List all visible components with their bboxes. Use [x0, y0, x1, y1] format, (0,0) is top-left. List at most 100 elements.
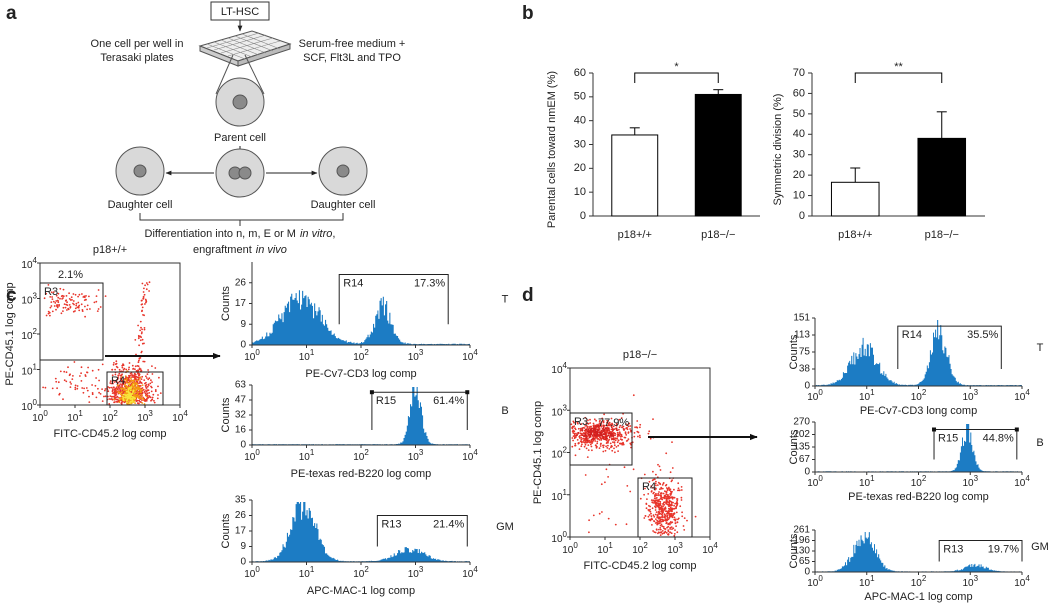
event-dot — [663, 527, 665, 530]
tick-exponent: 1 — [310, 448, 315, 457]
event-dot — [62, 398, 64, 401]
y-tick-label: 63 — [235, 380, 247, 391]
event-dot — [589, 443, 592, 446]
tick-exponent: 0 — [573, 541, 578, 550]
event-dot — [667, 518, 670, 521]
event-dot — [602, 424, 605, 427]
event-dot — [619, 424, 622, 427]
event-dot — [656, 514, 659, 517]
event-dot — [671, 497, 674, 500]
event-dot — [680, 489, 683, 491]
event-dot — [144, 303, 146, 305]
tick-base: 10 — [551, 365, 563, 376]
event-dot — [596, 437, 598, 439]
event-dot — [634, 426, 636, 429]
tick-label: 101 — [21, 363, 37, 378]
event-dot — [612, 425, 615, 428]
event-dot — [580, 436, 583, 439]
event-dot — [658, 528, 660, 531]
event-dot — [587, 428, 590, 431]
event-dot — [664, 528, 667, 530]
event-dot — [664, 515, 667, 517]
event-dot — [133, 374, 136, 377]
event-dot — [661, 511, 663, 513]
event-dot — [72, 310, 75, 313]
event-dot — [663, 508, 666, 511]
event-dot — [663, 513, 666, 515]
event-dot — [93, 301, 96, 304]
event-dot — [150, 379, 152, 382]
event-dot — [595, 446, 598, 449]
event-dot — [650, 515, 653, 518]
event-dot — [670, 508, 673, 510]
event-dot — [125, 394, 127, 396]
event-dot — [611, 449, 614, 452]
y-tick-label: 10 — [574, 186, 586, 198]
event-dot — [121, 385, 123, 387]
event-dot — [122, 368, 125, 371]
event-dot — [591, 449, 593, 452]
event-dot — [76, 385, 79, 387]
event-dot — [133, 401, 136, 403]
event-dot — [144, 400, 147, 402]
gate — [39, 282, 104, 361]
event-dot — [131, 374, 134, 377]
event-dot — [683, 529, 686, 531]
event-dot — [602, 444, 605, 447]
event-dot — [650, 485, 653, 488]
event-dot — [645, 507, 648, 510]
event-dot — [654, 500, 656, 503]
event-dot — [51, 298, 54, 300]
event-dot — [657, 532, 659, 535]
event-dot — [143, 403, 146, 405]
tick-base: 10 — [172, 413, 184, 424]
event-dot — [619, 442, 622, 445]
tick-label: 103 — [962, 388, 978, 403]
event-dot — [72, 375, 74, 377]
tick-label: 102 — [353, 348, 369, 363]
y-tick-label: 75 — [799, 347, 811, 358]
event-dot — [139, 392, 141, 395]
event-dot — [682, 525, 685, 527]
event-dot — [67, 366, 69, 369]
lineage-label: B — [501, 405, 508, 417]
event-dot — [59, 297, 61, 300]
event-dot — [667, 512, 670, 514]
event-dot — [154, 367, 157, 369]
event-dot — [63, 370, 66, 373]
tick-label: 102 — [632, 541, 648, 556]
event-dot — [660, 492, 663, 494]
event-dot — [580, 434, 583, 436]
event-dot — [129, 397, 132, 400]
event-dot — [633, 432, 636, 434]
event-dot — [136, 393, 138, 396]
gate — [637, 477, 693, 538]
event-dot — [126, 402, 128, 405]
event-dot — [585, 422, 588, 424]
event-dot — [145, 375, 147, 378]
event-dots — [42, 281, 162, 405]
event-dot — [573, 425, 576, 427]
event-dot — [130, 386, 133, 388]
tick-exponent: 3 — [148, 409, 153, 418]
event-dot — [133, 399, 136, 402]
event-dot — [655, 511, 658, 513]
tick-label: 104 — [21, 256, 37, 271]
event-dot — [574, 428, 577, 431]
event-dot — [571, 445, 574, 448]
y-axis-label: Counts — [788, 334, 800, 369]
tick-label: 102 — [911, 388, 927, 403]
event-dot — [585, 428, 588, 431]
event-dot — [139, 400, 141, 403]
event-dot — [610, 426, 613, 429]
tick-label: 100 — [807, 388, 823, 403]
y-tick-label: 17 — [235, 526, 247, 537]
event-dot — [648, 480, 651, 483]
event-dot — [605, 435, 607, 438]
event-dot — [598, 426, 600, 428]
event-dot — [662, 482, 665, 484]
event-dot — [147, 384, 150, 386]
event-dot — [659, 512, 661, 515]
event-dot — [137, 396, 140, 399]
tick-label: 100 — [32, 409, 48, 424]
